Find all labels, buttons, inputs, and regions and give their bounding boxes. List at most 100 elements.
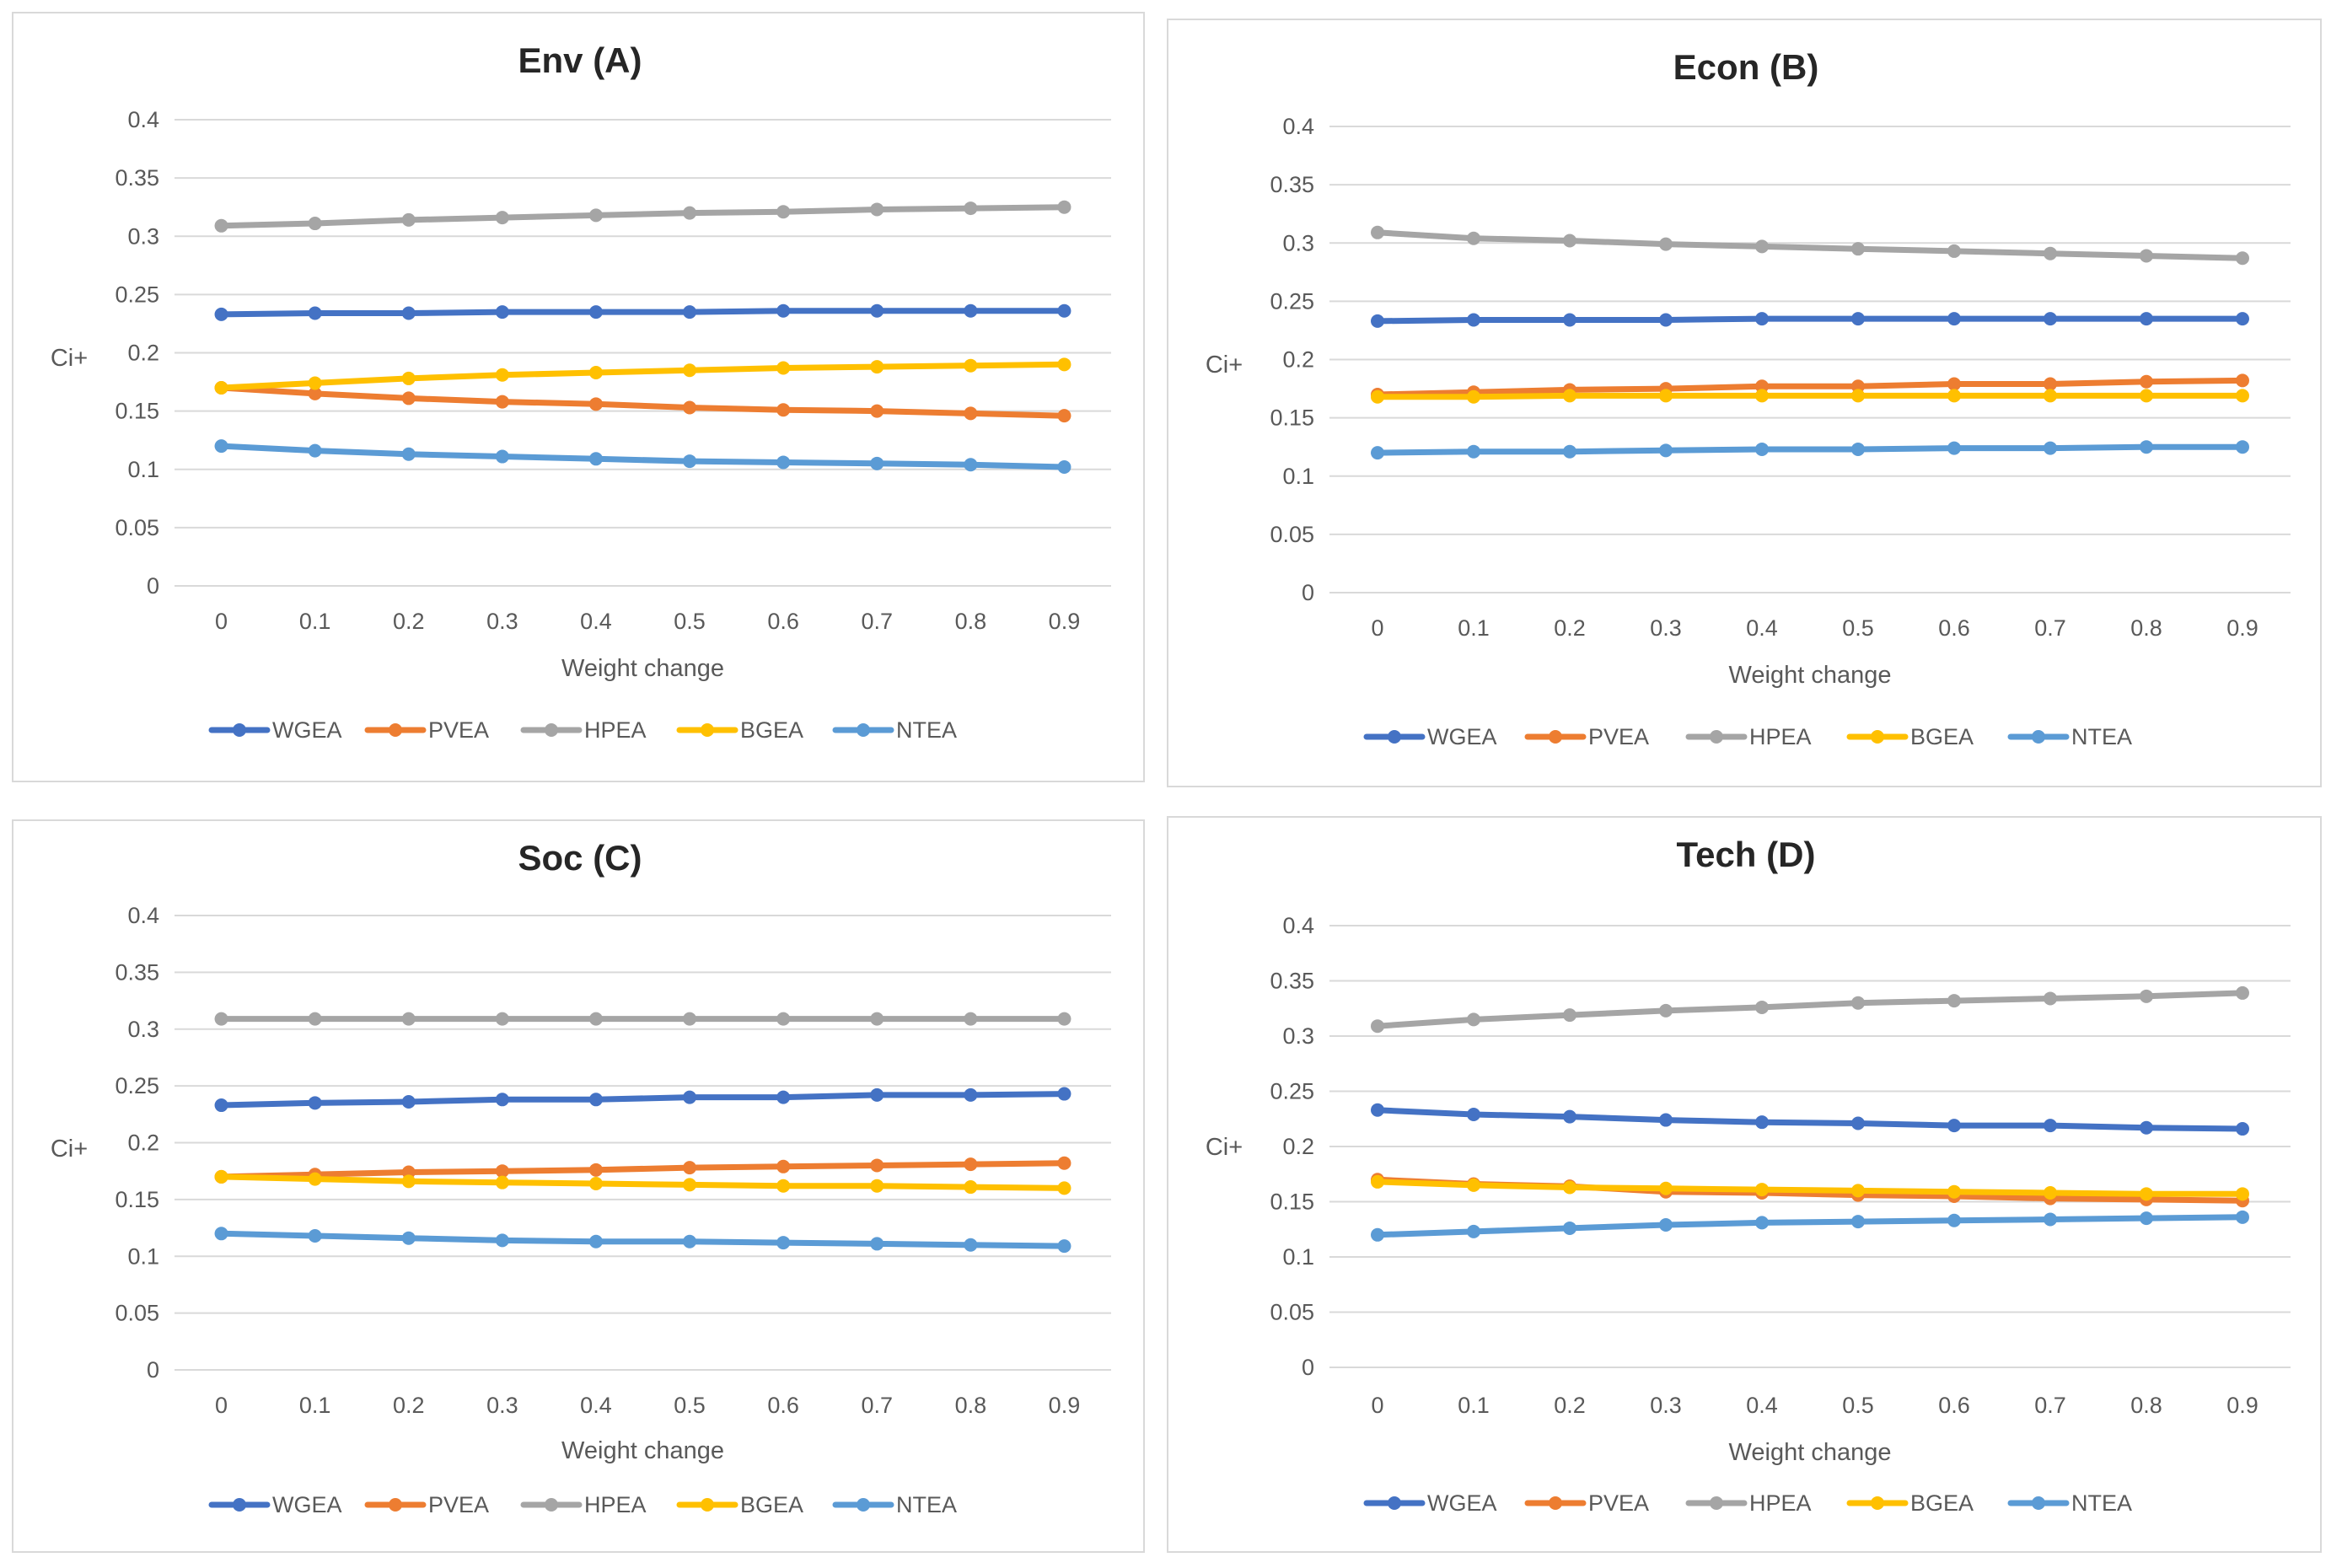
- y-tick-label: 0.35: [1270, 172, 1314, 197]
- legend-label: HPEA: [584, 1492, 647, 1517]
- series-bgea: [214, 357, 1072, 395]
- data-point-wgea: [401, 306, 416, 320]
- data-point-hpea: [1057, 1012, 1072, 1026]
- data-point-wgea: [1057, 303, 1072, 318]
- y-tick-label: 0.3: [127, 223, 159, 249]
- data-point-pvea: [588, 1163, 603, 1177]
- data-point-pvea: [776, 1159, 791, 1173]
- data-point-ntea: [964, 1238, 978, 1252]
- legend-label: PVEA: [1588, 724, 1649, 749]
- data-point-bgea: [1851, 1184, 1865, 1198]
- legend-swatch-marker: [545, 1498, 558, 1512]
- legend-item-pvea: PVEA: [364, 717, 489, 743]
- data-point-wgea: [495, 305, 509, 320]
- legend-item-wgea: WGEA: [1363, 724, 1497, 749]
- data-point-hpea: [1947, 994, 1961, 1008]
- data-point-bgea: [964, 1180, 978, 1195]
- data-point-hpea: [776, 1012, 791, 1026]
- series-bgea: [214, 1169, 1072, 1195]
- series-wgea: [214, 303, 1072, 321]
- legend-item-wgea: WGEA: [208, 1492, 342, 1517]
- x-tick-label: 0.6: [1938, 1393, 1970, 1418]
- legend-label: HPEA: [1749, 1490, 1812, 1516]
- data-point-ntea: [401, 447, 416, 461]
- data-point-hpea: [588, 1012, 603, 1026]
- x-tick-label: 0.4: [580, 609, 612, 634]
- data-point-bgea: [1851, 389, 1865, 403]
- x-tick-label: 0.5: [1842, 1393, 1874, 1418]
- data-point-hpea: [870, 202, 884, 217]
- data-point-bgea: [1057, 1181, 1072, 1195]
- data-point-hpea: [1371, 1019, 1384, 1034]
- data-point-bgea: [1371, 1174, 1384, 1189]
- x-tick-label: 0.1: [1458, 1393, 1490, 1418]
- series-wgea: [1371, 312, 2249, 328]
- chart-panel-econ: Econ (B) 0 0.05 0.1 0.15 0.2 0.25 0.3 0.35 0.4 0 0.…: [1167, 19, 2322, 787]
- x-tick-label: 0.7: [861, 609, 893, 634]
- x-tick-label: 0.2: [393, 1393, 425, 1418]
- data-point-hpea: [1851, 242, 1865, 256]
- data-point-ntea: [870, 1237, 884, 1251]
- legend-swatch-marker: [1388, 730, 1401, 744]
- series-ntea: [1371, 1210, 2249, 1242]
- x-tick-label: 0.5: [674, 609, 706, 634]
- legend-swatch-marker: [1710, 1496, 1723, 1510]
- x-tick-label: 0.2: [393, 609, 425, 634]
- y-tick-label: 0.1: [1282, 1244, 1314, 1270]
- data-point-wgea: [2044, 1119, 2057, 1133]
- legend-item-hpea: HPEA: [1685, 724, 1812, 749]
- data-point-bgea: [1467, 1178, 1480, 1192]
- data-point-hpea: [1467, 1012, 1480, 1027]
- legend-label: NTEA: [2071, 724, 2132, 749]
- data-point-bgea: [308, 1172, 322, 1186]
- series-ntea: [214, 439, 1072, 474]
- x-tick-label: 0.3: [1650, 1393, 1682, 1418]
- data-point-bgea: [308, 376, 322, 390]
- series-line-wgea: [1374, 315, 2246, 325]
- x-tick-label: 0.6: [767, 1393, 799, 1418]
- data-point-bgea: [1659, 389, 1673, 403]
- legend-label: WGEA: [1427, 724, 1497, 749]
- data-point-bgea: [1947, 1184, 1961, 1199]
- data-point-bgea: [495, 1175, 509, 1189]
- data-point-ntea: [1659, 443, 1673, 458]
- legend-item-hpea: HPEA: [520, 1492, 647, 1517]
- data-point-hpea: [495, 211, 509, 225]
- data-point-hpea: [1851, 996, 1865, 1010]
- legend-swatch-marker: [701, 723, 714, 737]
- legend-swatch-marker: [2032, 730, 2045, 744]
- legend-label: PVEA: [1588, 1490, 1649, 1516]
- legend-item-wgea: WGEA: [208, 717, 342, 743]
- series-line-wgea: [1374, 1107, 2246, 1132]
- data-point-ntea: [1371, 1227, 1384, 1242]
- chart-title: Soc (C): [518, 838, 642, 878]
- data-point-wgea: [1563, 313, 1576, 327]
- y-tick-label: 0.1: [1282, 464, 1314, 489]
- series-line-hpea: [1374, 229, 2246, 261]
- data-point-ntea: [1851, 442, 1865, 456]
- legend-label: HPEA: [1749, 724, 1812, 749]
- series-line-hpea: [218, 204, 1067, 229]
- data-point-bgea: [1563, 1180, 1576, 1195]
- legend-swatch-marker: [1871, 730, 1884, 744]
- data-point-wgea: [1947, 312, 1961, 326]
- legend-swatch-marker: [389, 1498, 402, 1512]
- chart-svg: Tech (D) 0 0.05 0.1 0.15 0.2 0.25 0.3 0.35 0.4 0 0.…: [1206, 835, 2291, 1516]
- data-point-ntea: [1371, 446, 1384, 460]
- legend-item-ntea: NTEA: [832, 1492, 957, 1517]
- data-point-ntea: [1563, 444, 1576, 459]
- data-point-bgea: [870, 1179, 884, 1193]
- x-tick-label: 0.5: [674, 1393, 706, 1418]
- data-point-bgea: [1755, 389, 1769, 403]
- series-line-bgea: [1374, 392, 2246, 400]
- legend-swatch-marker: [233, 723, 246, 737]
- legend-item-ntea: NTEA: [832, 717, 957, 743]
- data-point-bgea: [2236, 389, 2249, 403]
- data-point-hpea: [1467, 231, 1480, 245]
- y-tick-label: 0.05: [115, 1301, 159, 1326]
- legend-swatch-marker: [2032, 1496, 2045, 1510]
- x-tick-label: 0.9: [1049, 1393, 1081, 1418]
- y-tick-label: 0: [147, 1357, 159, 1383]
- data-point-ntea: [964, 458, 978, 472]
- data-point-ntea: [1467, 1224, 1480, 1238]
